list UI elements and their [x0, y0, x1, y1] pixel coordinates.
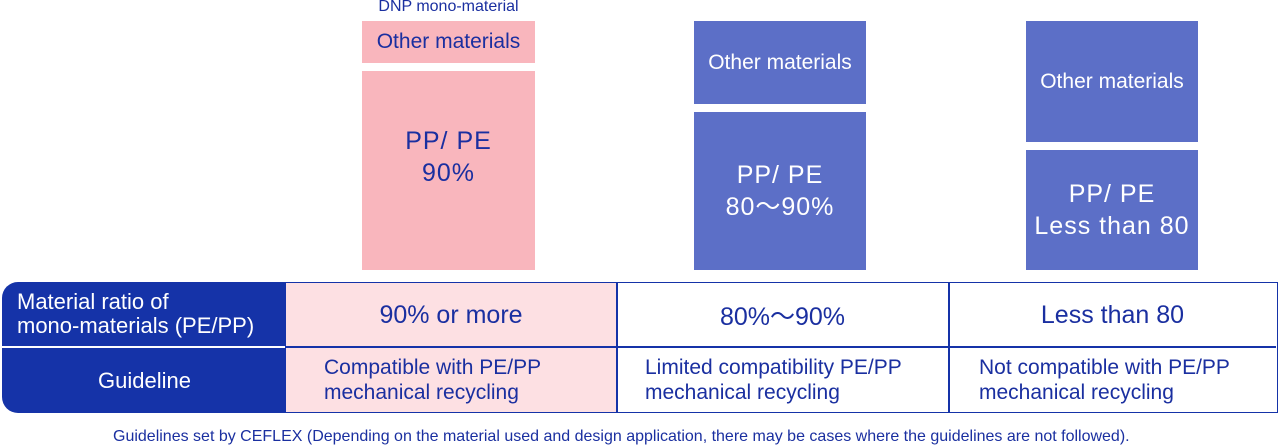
ratio-cell-col3: Less than 80: [1040, 300, 1185, 329]
guideline-cell-col2: Limited compatibility PE/PP mechanical r…: [645, 356, 902, 404]
guideline-table: Material ratio of mono-materials (PE/PP)…: [2, 282, 1278, 413]
guideline-cell-col1: Compatible with PE/PP mechanical recycli…: [286, 348, 616, 412]
ceflex-footnote: Guidelines set by CEFLEX (Depending on t…: [113, 428, 1130, 445]
guideline-cell-col3: Not compatible with PE/PP mechanical rec…: [979, 356, 1230, 404]
table-grid: 90% or more 80%～90% Less than 80 Compati…: [285, 282, 1278, 413]
col-divider-2: [948, 283, 950, 412]
row-divider: [286, 346, 1276, 348]
ratio-row-header: Material ratio of mono-materials (PE/PP): [2, 282, 287, 346]
col-divider-1: [616, 283, 618, 412]
dnp-mono-material-label: DNP mono-material: [378, 0, 519, 15]
col3-ppe-box: PP/ PE Less than 80: [1026, 150, 1198, 270]
col1-ppe-box: PP/ PE 90%: [362, 71, 535, 270]
ratio-cell-col1: 90% or more: [286, 283, 616, 347]
guideline-row-header: Guideline: [2, 348, 287, 413]
col2-ppe-box: PP/ PE 80～90%: [694, 112, 866, 270]
col1-other-materials-box: Other materials: [362, 21, 535, 63]
col2-other-materials-box: Other materials: [694, 21, 866, 104]
col3-other-materials-box: Other materials: [1026, 21, 1198, 142]
ratio-cell-col2: 80%～90%: [719, 303, 846, 331]
